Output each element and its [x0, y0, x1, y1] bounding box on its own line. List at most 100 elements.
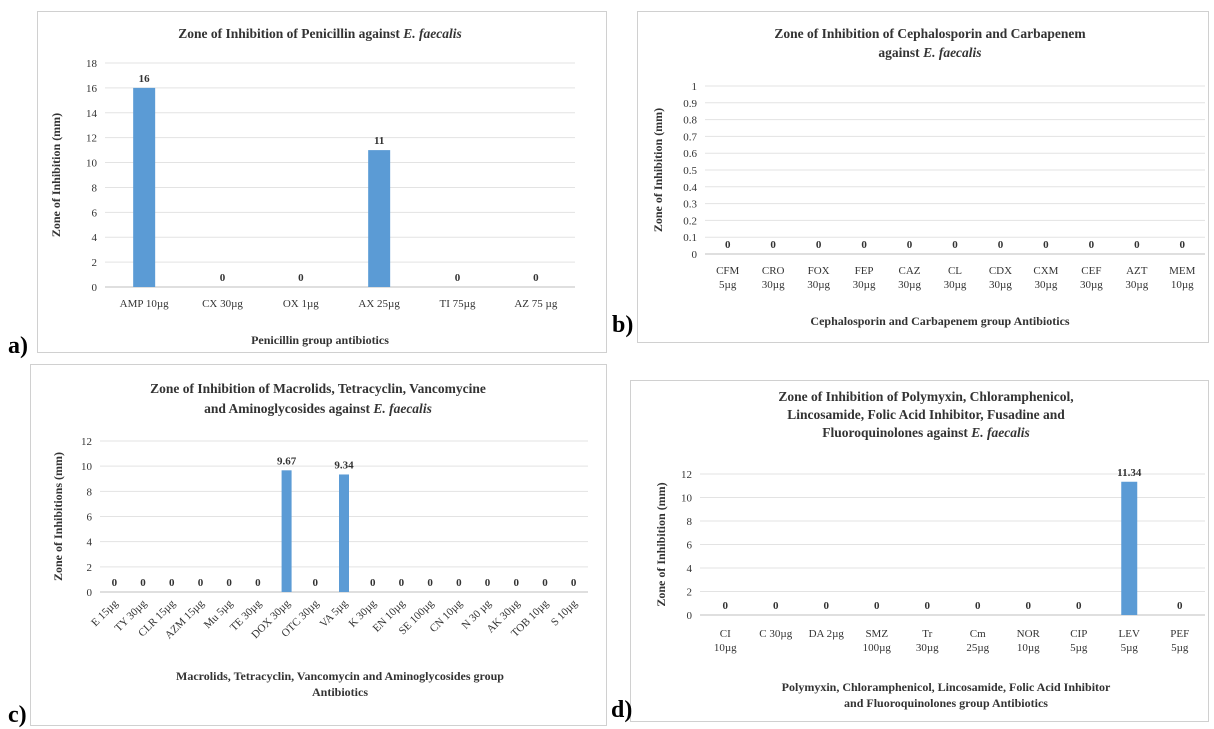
bar [281, 470, 292, 592]
x-tick-label: SMZ [865, 628, 888, 640]
y-axis-label: Zone of Inhibitions (mm) [51, 452, 65, 581]
y-tick-label: 6 [687, 540, 693, 552]
data-label: 0 [370, 577, 376, 589]
x-tick-label: CFM [716, 265, 739, 277]
y-tick-label: 18 [86, 58, 98, 70]
x-tick-label: 30µg [1034, 279, 1057, 291]
x-tick-label: LEV [1119, 628, 1140, 640]
data-label: 0 [542, 577, 548, 589]
chart-title: and Aminoglycosides against E. faecalis [204, 401, 432, 416]
data-label: 11.34 [1117, 467, 1142, 479]
panel-label-b: b) [612, 312, 634, 338]
x-tick-label: 30µg [807, 279, 830, 291]
y-tick-label: 0 [692, 249, 698, 261]
y-tick-label: 10 [86, 158, 98, 170]
y-tick-label: 0.3 [683, 199, 697, 211]
y-tick-label: 14 [86, 108, 98, 120]
x-tick-label: CX 30µg [202, 298, 243, 310]
x-axis-label: Macrolids, Tetracyclin, Vancomycin and A… [176, 669, 504, 683]
y-tick-label: 4 [687, 563, 693, 575]
x-tick-label: CI [720, 628, 731, 640]
x-tick-label: 30µg [762, 279, 785, 291]
y-tick-label: 4 [92, 232, 98, 244]
chart-a: Zone of Inhibition of Penicillin against… [49, 26, 575, 347]
bar [339, 474, 349, 592]
y-tick-label: 0.2 [683, 215, 697, 227]
chart-title: against E. faecalis [878, 45, 981, 60]
x-tick-label: DA 2µg [809, 628, 845, 640]
chart-title: Lincosamide, Folic Acid Inhibitor, Fusad… [787, 407, 1065, 422]
y-tick-label: 12 [86, 133, 97, 145]
y-tick-label: 4 [87, 537, 93, 549]
x-tick-label: 5µg [1070, 642, 1088, 654]
x-tick-label: 5µg [719, 279, 737, 291]
data-label: 0 [770, 239, 776, 251]
x-tick-label: FOX [808, 265, 830, 277]
data-label: 0 [824, 600, 830, 612]
chart-panel-d [630, 380, 1209, 722]
data-label: 0 [816, 239, 822, 251]
x-axis-label: Penicillin group antibiotics [251, 333, 389, 347]
data-label: 0 [861, 239, 867, 251]
y-tick-label: 10 [81, 461, 93, 473]
chart-title: Zone of Inhibition of Penicillin against… [178, 26, 462, 41]
x-tick-label: 5µg [1171, 642, 1189, 654]
x-tick-label: 10µg [714, 642, 737, 654]
x-tick-label: CN 10µg [428, 597, 466, 635]
data-label: 9.34 [334, 459, 354, 471]
data-label: 0 [1026, 600, 1032, 612]
x-tick-label: 5µg [1121, 642, 1139, 654]
x-tick-label: AZT [1126, 265, 1148, 277]
chart-title: Fluoroquinolones against E. faecalis [822, 425, 1030, 440]
data-label: 0 [1089, 239, 1095, 251]
y-tick-label: 16 [86, 83, 98, 95]
x-tick-label: Cm [970, 628, 986, 640]
x-tick-label: 30µg [989, 279, 1012, 291]
x-tick-label: 30µg [944, 279, 967, 291]
y-tick-label: 10 [681, 493, 693, 505]
x-tick-label: 100µg [863, 642, 892, 654]
chart-panel-b [637, 11, 1209, 343]
y-tick-label: 8 [687, 516, 693, 528]
x-tick-label: 30µg [1080, 279, 1103, 291]
y-tick-label: 0.6 [683, 148, 697, 160]
data-label: 0 [298, 272, 304, 284]
data-label: 0 [1177, 600, 1183, 612]
x-axis-label: and Fluoroquinolones group Antibiotics [844, 696, 1048, 710]
y-tick-label: 0 [87, 587, 93, 599]
bar [1121, 481, 1138, 615]
data-label: 0 [1076, 600, 1082, 612]
x-tick-label: AMP 10µg [120, 298, 170, 310]
data-label: 0 [952, 239, 958, 251]
y-tick-label: 8 [92, 182, 98, 194]
x-tick-label: CIP [1070, 628, 1087, 640]
data-label: 0 [456, 577, 462, 589]
y-tick-label: 1 [692, 81, 698, 93]
x-tick-label: Tr [922, 628, 932, 640]
y-axis-label: Zone of Inhibition (mm) [654, 482, 668, 606]
x-tick-label: CDX [989, 265, 1012, 277]
y-tick-label: 0.5 [683, 165, 697, 177]
bar [368, 150, 391, 287]
data-label: 0 [1043, 239, 1049, 251]
panel-label-a: a) [8, 333, 28, 359]
data-label: 0 [874, 600, 880, 612]
data-label: 0 [773, 600, 779, 612]
data-label: 0 [1134, 239, 1140, 251]
y-tick-label: 2 [87, 562, 93, 574]
x-tick-label: MEM [1169, 265, 1196, 277]
chart-title: Zone of Inhibition of Macrolids, Tetracy… [150, 381, 486, 396]
y-axis-label: Zone of Inhibition (mm) [49, 113, 63, 237]
x-tick-label: OX 1µg [283, 298, 319, 310]
y-tick-label: 12 [81, 436, 92, 448]
data-label: 0 [1180, 239, 1186, 251]
y-tick-label: 0.1 [683, 232, 697, 244]
panel-label-d: d) [611, 697, 633, 723]
data-label: 16 [139, 73, 151, 85]
y-axis-label: Zone of Inhibition (mm) [651, 108, 665, 232]
x-tick-label: S 10µg [549, 597, 580, 628]
data-label: 0 [169, 577, 175, 589]
y-tick-label: 0 [92, 282, 98, 294]
y-tick-label: 8 [87, 486, 93, 498]
